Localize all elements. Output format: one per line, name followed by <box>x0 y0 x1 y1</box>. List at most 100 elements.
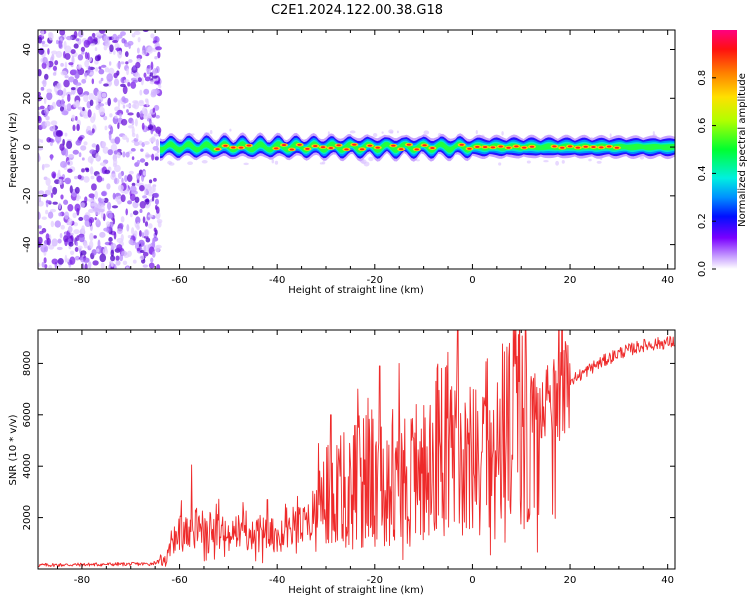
heatmap-noise-cell <box>154 245 161 253</box>
heatmap-noise-cell <box>71 114 76 122</box>
heatmap-noise-cell <box>155 126 162 135</box>
heatmap-noise-cell <box>94 190 98 200</box>
heatmap-noise-cell <box>75 241 79 247</box>
heatmap-noise-cell <box>143 88 150 95</box>
heatmap-noise-cell <box>76 64 82 70</box>
heatmap-noise-cell <box>81 225 85 234</box>
heatmap-noise-cell <box>129 185 137 193</box>
heatmap-noise-cell <box>153 227 157 233</box>
heatmap-noise-cell <box>38 190 45 195</box>
heatmap-noise-cell <box>131 156 135 161</box>
spectrogram-panel: -80 -60 -40 -20 0 20 40 -40 -20 0 20 40 Height of s… <box>8 29 676 296</box>
heatmap-noise-cell <box>138 101 145 107</box>
heatmap-noise-cell <box>64 61 68 70</box>
heatmap-noise-cell <box>88 65 91 74</box>
heatmap-noise-cell <box>110 173 117 180</box>
spectrogram-x-tick-label: 40 <box>661 275 674 286</box>
spectrogram-x-tick-label: 20 <box>564 275 577 286</box>
heatmap-noise-cell <box>145 237 151 243</box>
heatmap-faint-cell <box>363 161 370 167</box>
heatmap-noise-cell <box>139 184 145 192</box>
heatmap-peak-core <box>305 147 310 150</box>
heatmap-noise-cell <box>52 65 58 71</box>
heatmap-noise-cell <box>45 209 49 215</box>
heatmap-noise-cell <box>125 61 129 65</box>
heatmap-noise-cell <box>73 30 78 39</box>
heatmap-noise-cell <box>46 92 53 101</box>
heatmap-faint-cell <box>167 160 173 165</box>
heatmap-noise-cell <box>156 264 161 269</box>
heatmap-noise-cell <box>142 264 148 268</box>
heatmap-noise-cell <box>63 199 69 205</box>
heatmap-noise-cell <box>38 236 43 245</box>
heatmap-faint-cell <box>322 161 326 165</box>
heatmap-noise-cell <box>63 87 67 97</box>
heatmap-noise-cell <box>91 128 95 134</box>
heatmap-peak-core <box>320 146 326 149</box>
heatmap-noise-cell <box>64 254 68 263</box>
heatmap-noise-cell <box>131 103 137 109</box>
heatmap-noise-cell <box>136 173 141 181</box>
heatmap-noise-cell <box>71 55 75 65</box>
heatmap-noise-cell <box>90 43 96 47</box>
heatmap-noise-cell <box>40 244 47 248</box>
heatmap-noise-cell <box>38 47 45 55</box>
heatmap-noise-cell <box>80 202 85 208</box>
heatmap-faint-cell <box>372 133 378 138</box>
heatmap-faint-cell <box>187 161 193 165</box>
heatmap-noise-cell <box>144 161 149 167</box>
heatmap-noise-cell <box>57 169 61 176</box>
heatmap-noise-cell <box>102 146 109 154</box>
heatmap-peak-core <box>297 143 302 146</box>
heatmap-noise-cell <box>74 255 80 261</box>
heatmap-noise-cell <box>98 103 105 107</box>
heatmap-peak-core <box>606 145 612 148</box>
heatmap-noise-cell <box>152 107 156 113</box>
heatmap-noise-cell <box>119 254 124 262</box>
spectrogram-y-label: Frequency (Hz) <box>8 112 19 188</box>
snr-series-line <box>38 330 675 568</box>
heatmap-noise-cell <box>88 216 95 224</box>
colorbar-tick-label: 0.6 <box>697 118 708 134</box>
heatmap-noise-cell <box>48 264 53 269</box>
heatmap-noise-cell <box>84 263 88 269</box>
heatmap-noise-cell <box>120 234 124 242</box>
heatmap-noise-cell <box>72 149 79 155</box>
heatmap-noise-cell <box>63 235 68 243</box>
heatmap-noise-cell <box>118 222 124 229</box>
spectrogram-x-tick-label: -20 <box>367 275 383 286</box>
colorbar-tick-label: 0.4 <box>697 165 708 181</box>
heatmap-noise-cell <box>129 193 136 202</box>
colorbar-tick-label: 0.8 <box>697 70 708 86</box>
heatmap-noise-cell <box>38 111 41 117</box>
heatmap-noise-cell <box>152 251 156 258</box>
heatmap-noise-cell <box>43 73 49 80</box>
heatmap-noise-cell <box>78 152 82 158</box>
heatmap-noise-cell <box>116 227 123 235</box>
heatmap-peak-core <box>482 146 488 149</box>
heatmap-peak-core <box>406 143 412 146</box>
heatmap-noise-cell <box>150 257 154 263</box>
heatmap-peak-core <box>414 148 419 151</box>
heatmap-noise-cell <box>148 223 153 229</box>
heatmap-noise-cell <box>154 55 158 60</box>
heatmap-noise-cell <box>70 87 76 91</box>
heatmap-noise-cell <box>86 125 92 132</box>
heatmap-noise-cell <box>103 83 109 87</box>
heatmap-noise-cell <box>122 260 128 266</box>
heatmap-peak-core <box>614 146 620 149</box>
heatmap-noise-cell <box>54 220 61 228</box>
heatmap-noise-cell <box>83 39 90 48</box>
heatmap-noise-cell <box>90 202 96 207</box>
heatmap-peak-core <box>514 145 519 148</box>
heatmap-noise-cell <box>147 185 152 192</box>
heatmap-noise-cell <box>142 251 149 257</box>
heatmap-noise-cell <box>67 168 73 173</box>
heatmap-noise-cell <box>127 124 134 129</box>
heatmap-noise-cell <box>132 210 139 216</box>
heatmap-noise-cell <box>154 156 159 161</box>
heatmap-noise-cell <box>152 68 158 76</box>
heatmap-noise-cell <box>103 35 110 44</box>
heatmap-noise-cell <box>88 93 95 101</box>
heatmap-noise-cell <box>148 262 155 269</box>
